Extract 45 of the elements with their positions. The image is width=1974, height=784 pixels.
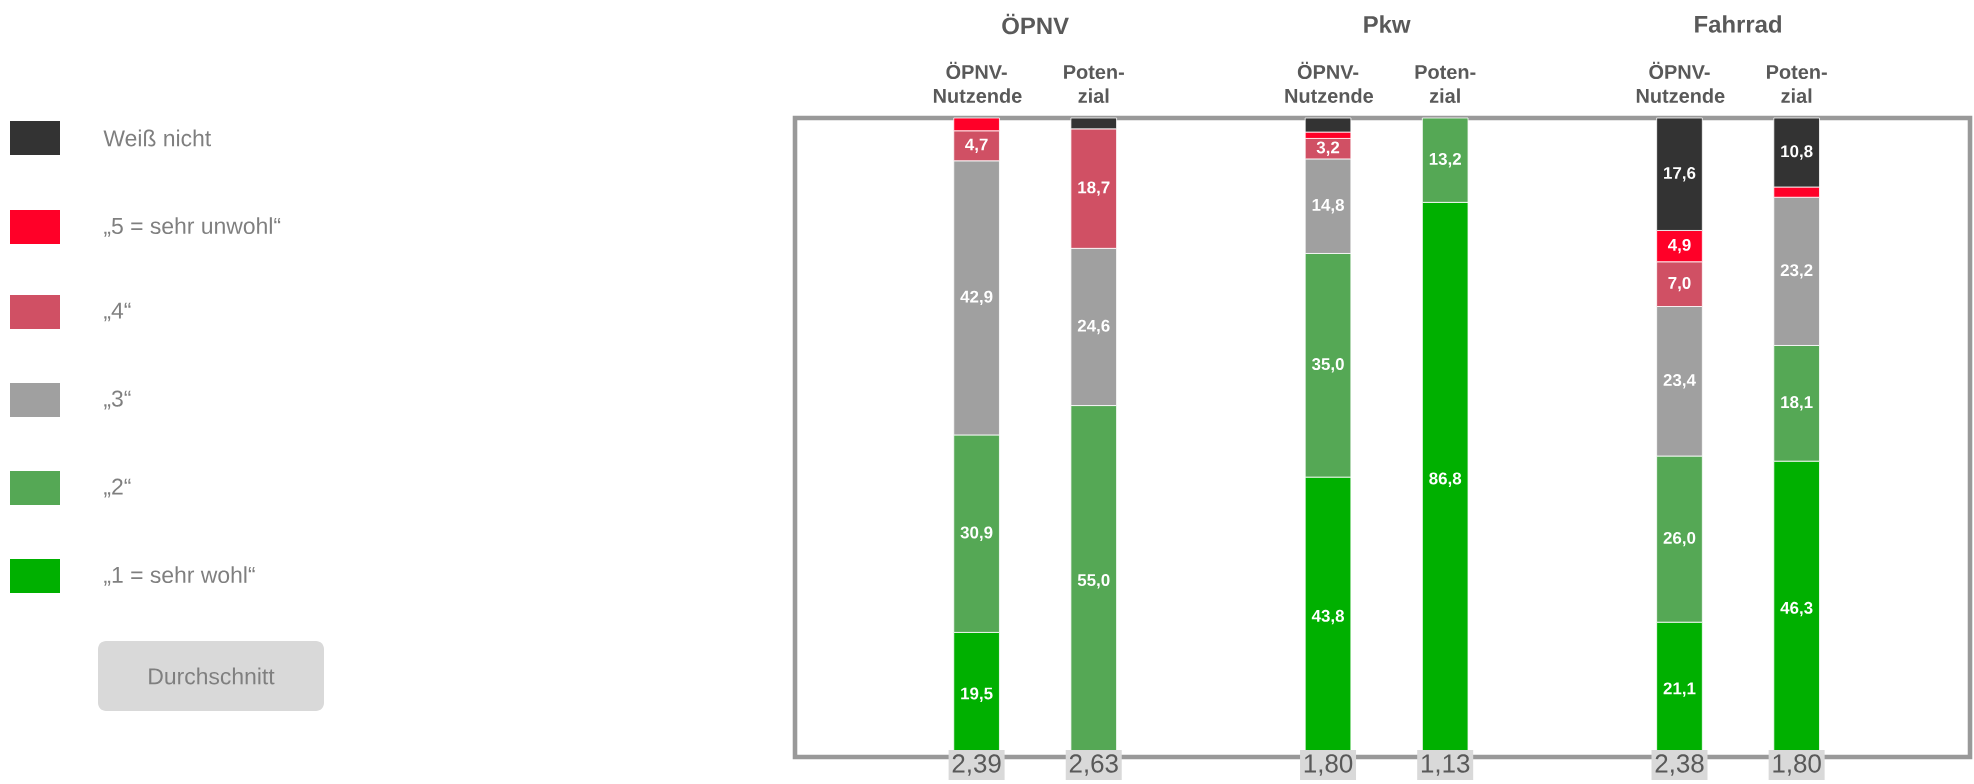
- data-label: 23,4: [1663, 374, 1696, 389]
- annotation: 1,80: [1304, 754, 1353, 776]
- text: ÖPNV: [1002, 13, 1069, 35]
- legend-label: „3“: [104, 390, 131, 410]
- data-label: 46,3: [1780, 601, 1813, 617]
- data-label: 23,2: [1780, 264, 1813, 279]
- data-label: 24,6: [1077, 319, 1110, 335]
- legend-label: „1 = sehr wohl“: [104, 566, 255, 586]
- text: Pkw: [1364, 15, 1411, 33]
- data-label: 43,8: [1311, 609, 1345, 625]
- annotation: 2,38: [1655, 754, 1704, 776]
- data-label: 18,7: [1078, 181, 1110, 196]
- text: Fahrrad: [1695, 15, 1781, 33]
- annotation: 2,63: [1069, 754, 1118, 776]
- data-label: 19,5: [961, 687, 993, 702]
- legend-label: „5 = sehr unwohl“: [104, 217, 281, 237]
- x-tick-label: ÖPNV- Nutzende: [933, 61, 1022, 103]
- x-tick-label: Poten- zial: [1415, 65, 1476, 103]
- data-label: 10,8: [1781, 145, 1813, 160]
- data-label: 30,9: [960, 526, 993, 541]
- data-label: 14,8: [1312, 198, 1345, 214]
- data-label: 7,0: [1668, 276, 1691, 292]
- data-label: 4,7: [965, 138, 988, 153]
- legend-label: „2“: [104, 478, 131, 498]
- data-label: 13,2: [1429, 152, 1461, 168]
- data-label: 42,9: [960, 290, 993, 306]
- annotation: 2,39: [952, 754, 1001, 776]
- data-label: 4,9: [1667, 238, 1691, 254]
- data-label: 17,6: [1664, 167, 1696, 182]
- annotation: 1,80: [1773, 754, 1821, 776]
- data-label: 3,2: [1316, 141, 1340, 156]
- data-label: 86,8: [1429, 472, 1462, 487]
- text: Durchschnitt: [149, 667, 275, 685]
- legend-label: Weiß nicht: [103, 129, 211, 147]
- data-label: 55,0: [1077, 574, 1110, 589]
- data-label: 26,0: [1663, 531, 1696, 547]
- x-tick-label: Poten- zial: [1766, 65, 1827, 103]
- data-label: 18,1: [1781, 396, 1813, 411]
- data-label: 21,1: [1663, 682, 1696, 697]
- x-tick-label: ÖPNV- Nutzende: [1636, 61, 1725, 103]
- legend-label: „4“: [104, 302, 131, 322]
- annotation: 1,13: [1421, 754, 1470, 776]
- x-tick-label: Poten- zial: [1064, 65, 1124, 103]
- x-tick-label: ÖPNV- Nutzende: [1285, 61, 1374, 103]
- data-label: 35,0: [1311, 358, 1344, 373]
